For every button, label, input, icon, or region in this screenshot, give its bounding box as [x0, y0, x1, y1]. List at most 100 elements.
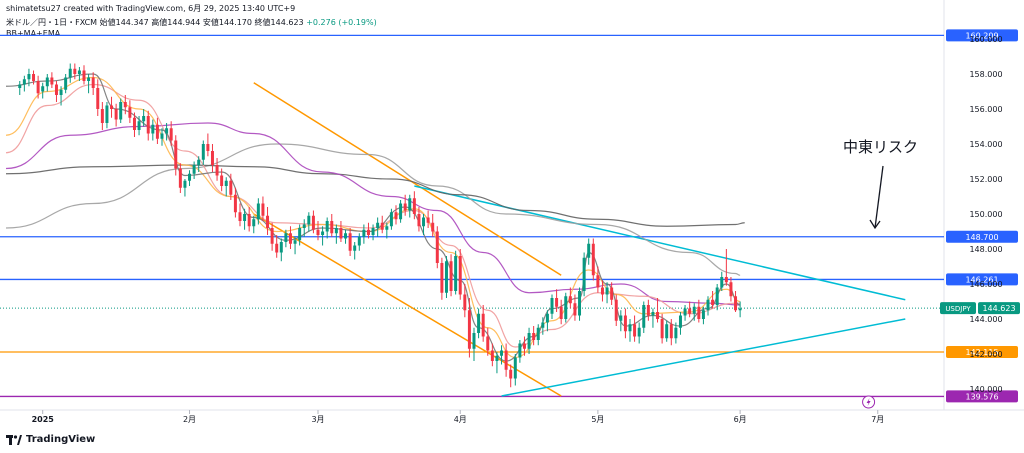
candle-body [692, 306, 696, 314]
candle-body [559, 306, 563, 319]
candle-body [605, 287, 609, 295]
annotation-text: 中東リスク [843, 138, 919, 156]
candle-body [105, 105, 109, 123]
candle-body [582, 257, 586, 291]
candle-body [660, 319, 664, 339]
candle-body [114, 109, 118, 120]
candle-body [738, 308, 742, 311]
candle-body [651, 312, 655, 316]
candle-body [734, 296, 738, 311]
candle-body [233, 194, 237, 213]
candle-body [366, 229, 370, 235]
candle-body [600, 287, 604, 295]
tradingview-logo-icon [6, 434, 22, 445]
price-tick-label: 156.000 [969, 105, 1002, 114]
annotation-arrow-line [874, 165, 884, 229]
candle-body [729, 282, 733, 297]
trendline [253, 213, 562, 397]
candle-body [82, 70, 86, 81]
close-value: 144.623 [270, 18, 304, 27]
level-price-tag [946, 273, 1018, 286]
price-tick-label: 150.000 [969, 210, 1002, 219]
time-tick-label: 2月 [183, 415, 196, 424]
level-price-tag [946, 29, 1018, 42]
candle-body [330, 221, 334, 234]
last-price-label: 144.623 [982, 304, 1015, 313]
candle-body [490, 350, 494, 361]
candle-body [371, 228, 375, 235]
candle-body [59, 89, 63, 95]
candle-body [325, 221, 329, 232]
candle-body [353, 245, 357, 251]
candle-body [522, 343, 526, 349]
time-axis[interactable]: 2025 2月 3月 4月 5月 6月 7月 [32, 410, 885, 424]
candle-body [288, 233, 292, 244]
candle-body [155, 124, 159, 139]
candle-body [573, 303, 577, 316]
candle-body [146, 116, 150, 134]
candle-body [665, 324, 669, 339]
candle-body [683, 308, 687, 316]
candle-body [256, 203, 260, 220]
indicator-label[interactable]: BB+MA+EMA [6, 29, 61, 38]
candle-body [18, 84, 22, 88]
candle-body [596, 275, 600, 288]
candle-body [472, 333, 476, 349]
candle-body [362, 229, 366, 237]
candle-body [151, 124, 155, 134]
candle-body [183, 180, 187, 188]
level-price-tag [946, 230, 1018, 243]
time-tick-label: 6月 [734, 415, 747, 424]
candle-body [477, 313, 481, 333]
candle-body [165, 128, 169, 134]
candle-body [284, 233, 288, 242]
symbol-info: 米ドル／円・1日・FXCM 始値144.347 高値144.944 安値144.… [6, 17, 377, 28]
tradingview-branding: TradingView [6, 434, 95, 445]
time-tick-label: 7月 [871, 415, 884, 424]
candle-body [449, 261, 453, 291]
open-value: 144.347 [115, 18, 149, 27]
close-label: 終値 [254, 18, 271, 27]
time-tick-label: 4月 [454, 415, 467, 424]
candle-body [224, 180, 228, 186]
high-label: 高値 [151, 18, 168, 27]
level-price-label: 139.576 [965, 392, 998, 401]
dark-gray-ma-line [5, 73, 741, 362]
level-price-label: 148.700 [965, 233, 998, 242]
candle-body [385, 226, 389, 230]
low-value: 144.170 [218, 18, 252, 27]
candle-body [54, 84, 58, 95]
candle-body [389, 212, 393, 227]
level-price-label: 160.209 [965, 31, 998, 40]
candle-body [555, 298, 559, 307]
horizontal-levels: 160.209 148.700 146.261 142.115 139.576 USDJP… [0, 29, 1020, 403]
candle-body [623, 315, 627, 332]
candle-body [238, 212, 242, 221]
candle-body [591, 243, 595, 276]
candle-body [619, 315, 623, 321]
candle-body [68, 68, 72, 78]
price-axis[interactable]: 160.000 158.000 156.000 154.000 152.000 150.0… [969, 35, 1002, 394]
candle-body [545, 313, 549, 323]
candle-body [504, 350, 508, 370]
symbol-tag [940, 302, 976, 315]
candle-body [724, 277, 728, 283]
lightning-glyph [866, 398, 871, 406]
candle-body [270, 228, 274, 244]
candle-body [348, 233, 352, 251]
candle-body [633, 324, 637, 337]
price-tick-label: 148.000 [969, 245, 1002, 254]
level-price-tag [946, 345, 1018, 358]
symbol-tag-label: USDJPY [945, 305, 971, 313]
level-price-tag [946, 390, 1018, 403]
candle-body [201, 144, 205, 160]
candle-body [339, 228, 343, 239]
candle-body [243, 214, 247, 221]
candle-body [412, 198, 416, 214]
candle-body [715, 287, 719, 305]
candle-body [486, 336, 490, 351]
change-value: +0.276 (+0.19%) [306, 18, 377, 27]
candle-body [50, 77, 54, 85]
